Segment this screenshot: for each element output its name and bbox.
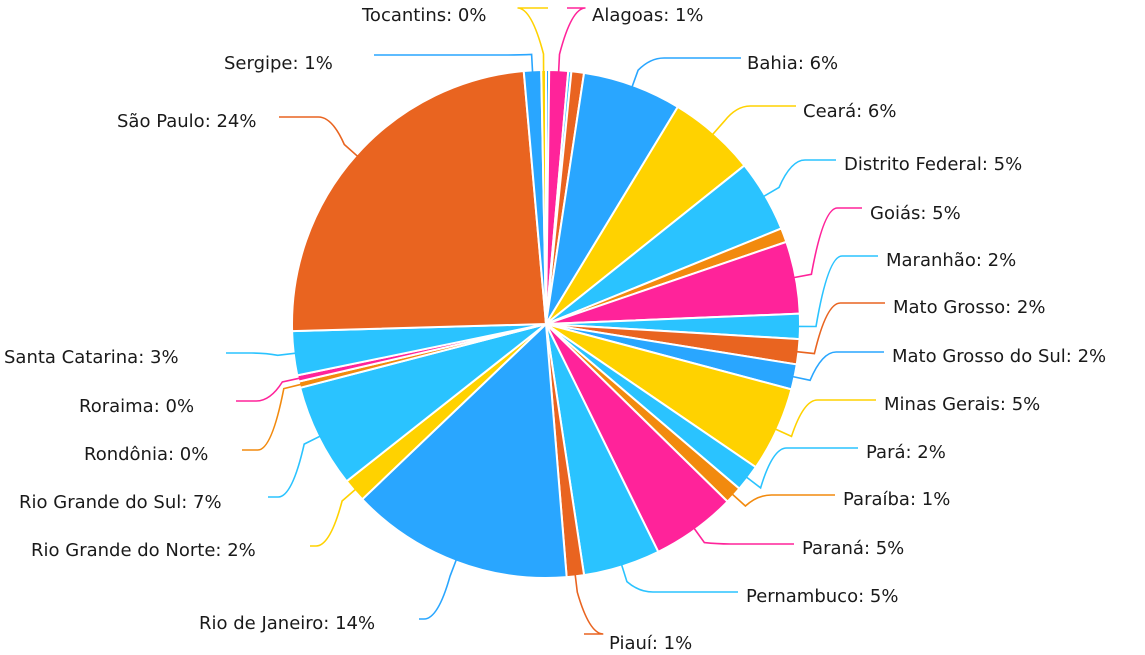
label-ceara: Ceará: 6% <box>803 101 896 122</box>
label-santa-catarina: Santa Catarina: 3% <box>4 347 179 368</box>
leader-para <box>744 447 858 490</box>
label-distrito-federal: Distrito Federal: 5% <box>844 154 1022 175</box>
leader-alagoas <box>557 7 586 75</box>
leader-tocantins <box>517 7 548 75</box>
leader-rio-grande-do-norte <box>310 487 358 547</box>
leader-piaui <box>574 572 604 635</box>
slice-labels: Tocantins: 0% Alagoas: 1% Bahia: 6% Cear… <box>4 5 1106 654</box>
label-paraiba: Paraíba: 1% <box>843 489 950 510</box>
label-roraima: Roraima: 0% <box>79 396 194 417</box>
slice-sao-paulo <box>291 69 547 333</box>
label-sao-paulo: São Paulo: 24% <box>117 111 256 132</box>
leader-rio-de-janeiro <box>419 557 458 620</box>
leader-minas-gerais <box>772 399 876 438</box>
leader-paraiba <box>730 492 835 508</box>
label-rio-de-janeiro: Rio de Janeiro: 14% <box>199 613 375 634</box>
label-mato-grosso: Mato Grosso: 2% <box>893 297 1045 318</box>
leader-rondonia <box>242 383 304 451</box>
leader-sao-paulo <box>279 116 360 159</box>
label-para: Pará: 2% <box>866 442 946 463</box>
leader-ceara <box>710 105 796 137</box>
label-maranhao: Maranhão: 2% <box>886 250 1016 271</box>
label-bahia: Bahia: 6% <box>747 53 838 74</box>
label-alagoas: Alagoas: 1% <box>592 5 704 26</box>
leader-distrito-federal <box>761 159 836 199</box>
label-rondonia: Rondônia: 0% <box>84 444 208 465</box>
leader-parana <box>692 525 794 545</box>
leader-lines <box>226 7 885 635</box>
leader-maranhao <box>795 255 878 328</box>
leader-sergipe <box>374 53 534 75</box>
leader-rio-grande-do-sul <box>268 434 323 498</box>
label-mato-grosso-do-sul: Mato Grosso do Sul: 2% <box>892 346 1106 367</box>
pie-slices <box>291 68 801 579</box>
label-tocantins: Tocantins: 0% <box>361 5 486 26</box>
label-parana: Paraná: 5% <box>802 538 904 559</box>
label-rio-grande-do-sul: Rio Grande do Sul: 7% <box>19 492 222 513</box>
label-minas-gerais: Minas Gerais: 5% <box>884 394 1040 415</box>
leader-roraima <box>236 376 302 402</box>
leader-mato-grosso <box>794 302 885 355</box>
label-sergipe: Sergipe: 1% <box>224 53 333 74</box>
leader-bahia <box>630 57 741 90</box>
label-pernambuco: Pernambuco: 5% <box>746 586 898 607</box>
leader-mato-grosso-do-sul <box>790 351 884 382</box>
label-goias: Goiás: 5% <box>870 203 961 224</box>
label-rio-grande-do-norte: Rio Grande do Norte: 2% <box>31 540 256 561</box>
leader-santa-catarina <box>226 352 298 357</box>
leader-pernambuco <box>620 562 738 593</box>
leader-goias <box>791 207 862 279</box>
label-piaui: Piauí: 1% <box>609 633 692 654</box>
